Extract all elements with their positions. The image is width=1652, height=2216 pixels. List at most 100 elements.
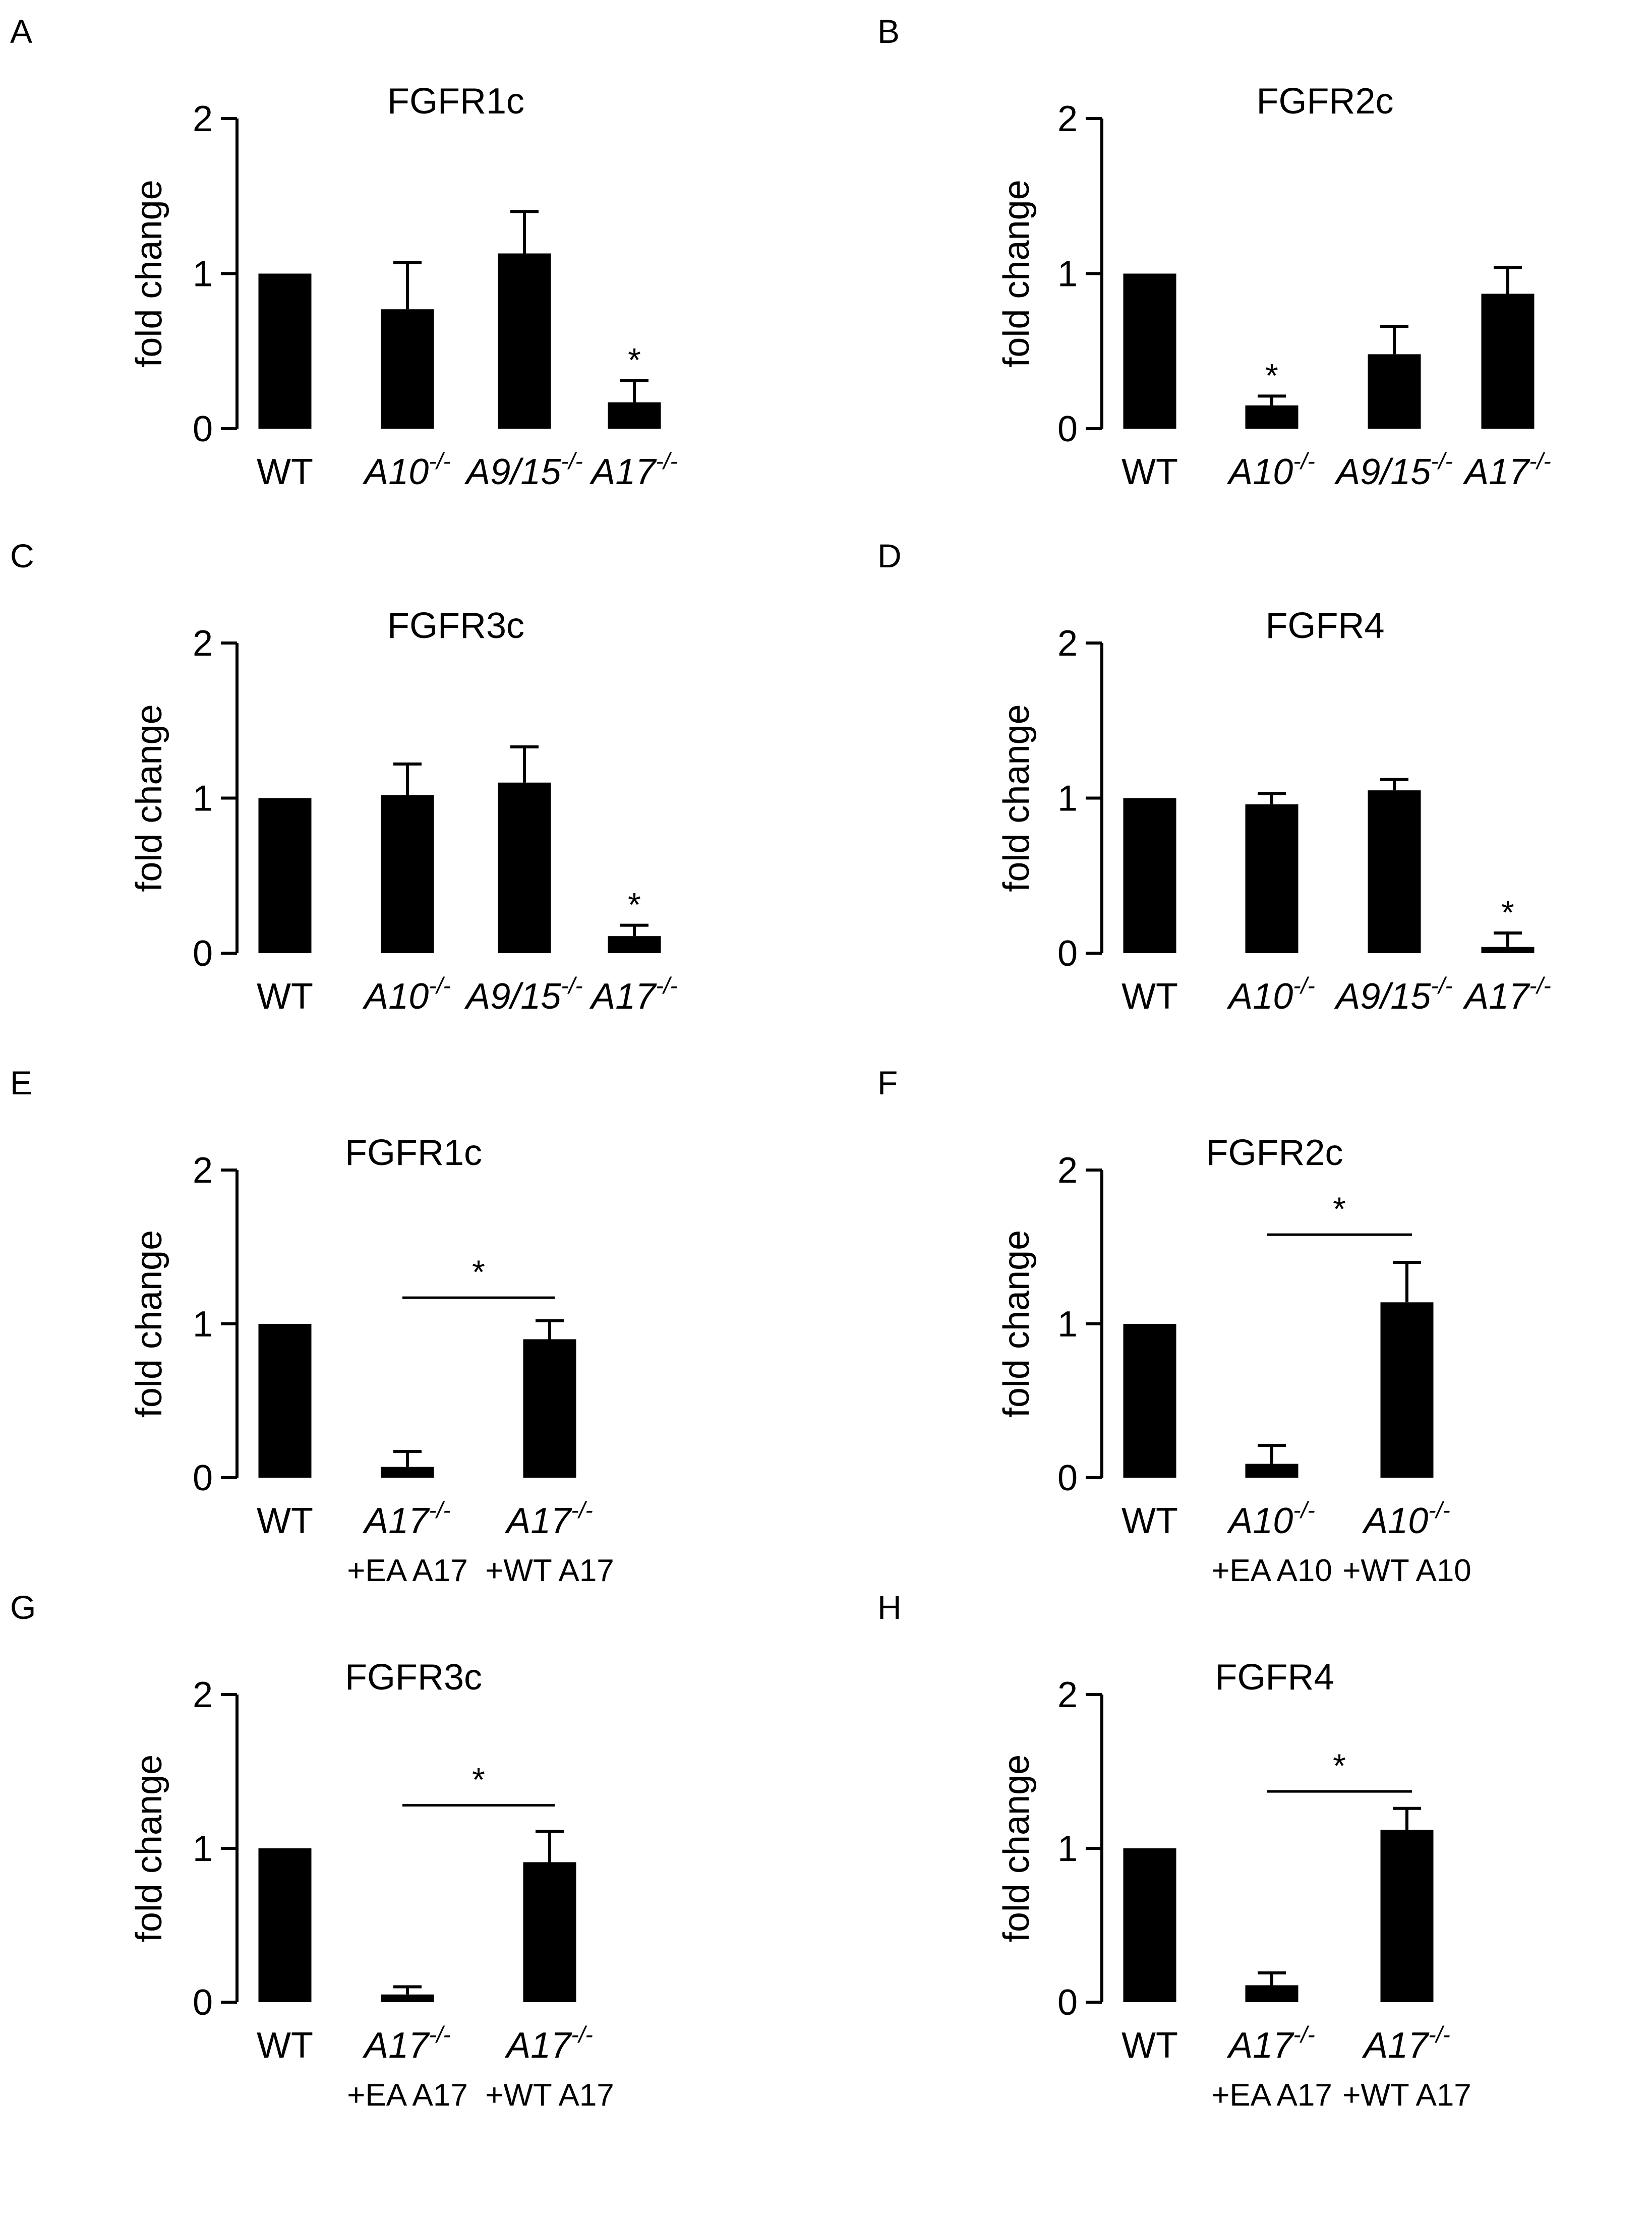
y-tick-label: 1 (1057, 1829, 1078, 1869)
chart-title: FGFR3c (387, 606, 524, 646)
y-tick-label: 2 (193, 623, 213, 664)
bar (258, 1848, 312, 2002)
category-superscript: -/- (1293, 448, 1315, 474)
bar (1245, 1985, 1299, 2002)
category-label: A17-/- (1462, 972, 1551, 1017)
category-label: WT (257, 1501, 313, 1541)
bar (523, 1862, 576, 2002)
category-superscript: -/- (1293, 1497, 1315, 1523)
y-tick-label: 1 (193, 254, 213, 295)
bar (498, 782, 551, 953)
category-label: A17-/- (1462, 448, 1551, 492)
category-label: WT (257, 2025, 313, 2066)
bar (1481, 947, 1535, 953)
y-axis-label: fold change (996, 704, 1037, 892)
category-label: A10-/- (1226, 972, 1315, 1017)
category-label: A17-/- (1362, 2021, 1450, 2066)
y-axis-label: fold change (129, 1230, 169, 1418)
bar (1123, 1324, 1176, 1478)
bar (1481, 294, 1535, 429)
y-tick-label: 2 (1057, 623, 1078, 664)
y-tick-label: 0 (1057, 1458, 1078, 1498)
category-superscript: -/- (1293, 2021, 1315, 2048)
category-name: A9/15 (464, 452, 561, 492)
category-name: A10 (1226, 1501, 1293, 1541)
bar (258, 798, 312, 953)
panel-letter: A (10, 13, 32, 50)
panel-letter: H (877, 1589, 902, 1626)
category-sublabel: +EA A17 (347, 2078, 468, 2113)
y-tick-label: 1 (1057, 779, 1078, 819)
chart-title: FGFR1c (345, 1133, 482, 1173)
category-label: WT (1122, 1501, 1178, 1541)
category-label: A10-/- (362, 448, 451, 492)
category-label: WT (257, 452, 313, 492)
category-name: WT (257, 1501, 313, 1541)
bar (608, 936, 661, 953)
category-name: A17 (504, 2025, 572, 2066)
category-name: A10 (1226, 976, 1293, 1017)
chart-title: FGFR1c (387, 81, 524, 122)
category-label: A17-/- (504, 2021, 593, 2066)
category-name: WT (257, 2025, 313, 2066)
bar (1123, 798, 1176, 953)
category-superscript: -/- (561, 972, 582, 999)
bar (1245, 1464, 1299, 1478)
bar (1368, 354, 1421, 429)
bar (381, 795, 434, 953)
y-tick-label: 0 (193, 1458, 213, 1498)
y-axis-label: fold change (996, 180, 1037, 367)
y-tick-label: 1 (193, 1304, 213, 1345)
y-tick-label: 2 (1057, 1675, 1078, 1715)
significance-star: * (628, 886, 641, 923)
category-superscript: -/- (429, 2021, 450, 2048)
category-label: A9/15-/- (1334, 972, 1453, 1017)
y-tick-label: 2 (1057, 1150, 1078, 1191)
y-axis-label: fold change (129, 704, 169, 892)
category-label: A17-/- (362, 2021, 451, 2066)
bar (381, 309, 434, 429)
category-name: A17 (589, 452, 657, 492)
category-name: A10 (362, 452, 429, 492)
y-tick-label: 2 (1057, 99, 1078, 139)
y-tick-label: 0 (1057, 1982, 1078, 2023)
bar (523, 1339, 576, 1478)
category-label: WT (1122, 452, 1178, 492)
category-name: WT (257, 452, 313, 492)
chart-title: FGFR2c (1256, 81, 1393, 122)
bar (258, 273, 312, 429)
category-superscript: -/- (1428, 1497, 1450, 1523)
y-tick-label: 2 (193, 99, 213, 139)
category-name: A10 (1362, 1501, 1428, 1541)
category-sublabel: +WT A17 (485, 1553, 614, 1588)
category-sublabel: +EA A17 (347, 1553, 468, 1588)
category-name: WT (257, 976, 313, 1017)
category-name: WT (1122, 1501, 1178, 1541)
bar (258, 1324, 312, 1478)
bar (381, 1994, 434, 2002)
bar (1245, 804, 1299, 953)
bar (381, 1467, 434, 1478)
category-superscript: -/- (429, 972, 450, 999)
category-sublabel: +WT A10 (1342, 1553, 1471, 1588)
category-label: WT (1122, 976, 1178, 1017)
y-axis-label: fold change (129, 1755, 169, 1942)
category-label: A10-/- (1226, 1497, 1315, 1541)
category-name: WT (1122, 452, 1178, 492)
y-tick-label: 0 (1057, 934, 1078, 974)
y-axis-label: fold change (129, 180, 169, 367)
category-name: WT (1122, 976, 1178, 1017)
category-sublabel: +EA A10 (1211, 1553, 1332, 1588)
y-tick-label: 1 (193, 779, 213, 819)
category-name: A10 (1226, 452, 1293, 492)
category-label: A9/15-/- (464, 972, 583, 1017)
category-label: A17-/- (362, 1497, 451, 1541)
category-label: A17-/- (1226, 2021, 1315, 2066)
category-sublabel: +EA A17 (1211, 2078, 1332, 2113)
